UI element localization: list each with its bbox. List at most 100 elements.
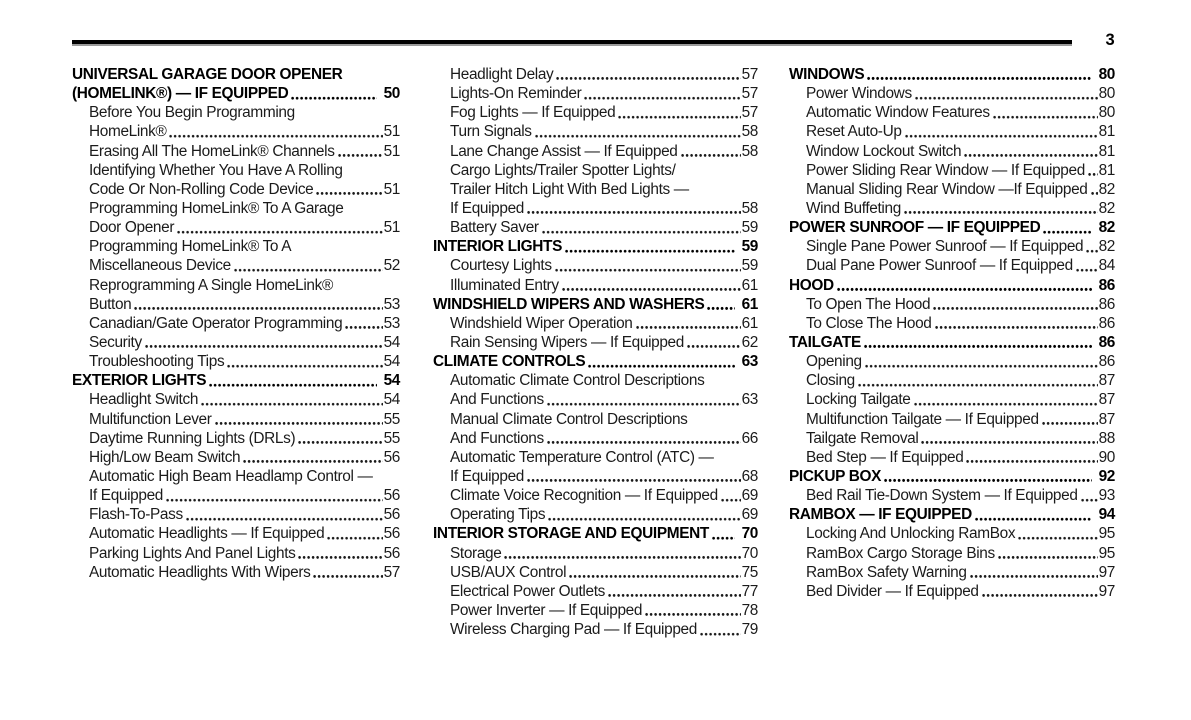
toc-item-row: Automatic Headlights With Wipers 57 (72, 563, 400, 582)
toc-entry-text: Power Inverter — If Equipped (450, 601, 643, 619)
toc-entry-page: 57 (741, 66, 759, 83)
toc-entry-page: 57 (741, 85, 759, 103)
toc-item-row: Before You Begin Programming (72, 103, 400, 122)
toc-item-row: Bed Step — If Equipped 90 (789, 448, 1115, 467)
toc-entry-page: 63 (741, 353, 759, 371)
dot-leader (527, 478, 741, 483)
toc-entry-page: 54 (383, 353, 401, 371)
toc-item-row: Battery Saver 59 (433, 218, 758, 237)
toc-entry-text: HOOD (789, 276, 834, 294)
toc-entry-page: 56 (383, 525, 401, 543)
toc-item-row: Power Sliding Rear Window — If Equipped 8… (789, 161, 1115, 180)
toc-entry-page: 82 (1098, 199, 1116, 217)
toc-section-row: HOOD 86 (789, 276, 1115, 295)
toc-entry-text: To Close The Hood (806, 314, 932, 332)
toc-entry-text: Before You Begin Programming (89, 104, 295, 122)
toc-entry-page: 93 (1098, 487, 1116, 505)
toc-item-row: Miscellaneous Device 52 (72, 256, 400, 275)
dot-leader (699, 631, 741, 637)
dot-leader (584, 95, 741, 101)
toc-entry-page: 69 (741, 506, 759, 524)
toc-entry-text: Programming HomeLink® To A (89, 238, 292, 256)
dot-leader (607, 593, 741, 598)
toc-item-row: Power Windows 80 (789, 84, 1115, 103)
toc-item-row: Bed Rail Tie-Down System — If Equipped 93 (789, 486, 1115, 505)
dot-leader (504, 554, 741, 560)
toc-entry-page: 69 (741, 487, 759, 505)
dot-leader (565, 248, 735, 254)
toc-entry-page: 87 (1098, 372, 1116, 390)
dot-leader (345, 325, 383, 330)
dot-leader (1090, 191, 1098, 196)
dot-leader (903, 210, 1098, 216)
toc-entry-text: POWER SUNROOF — IF EQUIPPED (789, 219, 1041, 237)
toc-entry-page: 55 (383, 429, 401, 447)
toc-entry-page: 80 (1098, 66, 1116, 83)
toc-entry-text: High/Low Beam Switch (89, 448, 241, 466)
dot-leader (969, 574, 1098, 579)
toc-entry-page: 80 (1098, 104, 1116, 122)
toc-entry-page: 86 (1098, 276, 1116, 294)
dot-leader (904, 133, 1098, 139)
toc-item-row: Daytime Running Lights (DRLs) 55 (72, 429, 400, 448)
toc-entry-page: 81 (1098, 142, 1116, 160)
toc-entry-text: Climate Voice Recognition — If Equipped (450, 487, 718, 505)
toc-item-row: Operating Tips 69 (433, 505, 758, 524)
toc-entry-text: Automatic Climate Control Descriptions (450, 372, 705, 390)
toc-item-row: Reset Auto-Up 81 (789, 122, 1115, 141)
toc-entry-text: Security (89, 333, 142, 351)
toc-entry-page: 56 (383, 448, 401, 466)
toc-entry-page: 50 (383, 85, 401, 103)
toc-item-row: Canadian/Gate Operator Programming 53 (72, 314, 400, 333)
toc-item-row: And Functions 63 (433, 390, 758, 409)
toc-entry-page: 68 (741, 467, 759, 485)
page-number: 3 (1105, 31, 1115, 49)
toc-entry-text: Rain Sensing Wipers — If Equipped (450, 333, 684, 351)
toc-entry-text: Flash-To-Pass (89, 506, 183, 524)
toc-column: UNIVERSAL GARAGE DOOR OPENER (HOMELINK®) … (72, 65, 400, 639)
toc-section-row: WINDSHIELD WIPERS AND WASHERS 61 (433, 295, 758, 314)
dot-leader (1087, 172, 1098, 177)
toc-entry-text: RamBox Safety Warning (806, 563, 967, 581)
dot-leader (313, 574, 383, 579)
toc-entry-page: 63 (741, 391, 759, 409)
toc-item-row: Automatic Climate Control Descriptions (433, 371, 758, 390)
dot-leader (1080, 497, 1098, 503)
dot-leader (686, 344, 741, 350)
dot-leader (884, 478, 1092, 483)
toc-entry-page: 61 (741, 295, 759, 313)
toc-item-row: Erasing All The HomeLink® Channels 51 (72, 142, 400, 161)
dot-leader (618, 114, 741, 120)
toc-item-row: Turn Signals 58 (433, 122, 758, 141)
toc-entry-text: RAMBOX — IF EQUIPPED (789, 506, 972, 524)
toc-item-row: RamBox Safety Warning 97 (789, 563, 1115, 582)
toc-item-row: Troubleshooting Tips 54 (72, 352, 400, 371)
toc-entry-page: 88 (1098, 429, 1116, 447)
toc-item-row: Code Or Non-Rolling Code Device 51 (72, 180, 400, 199)
toc-section-row: INTERIOR STORAGE AND EQUIPMENT 70 (433, 524, 758, 543)
dot-leader (291, 95, 377, 101)
toc-entry-text: Daytime Running Lights (DRLs) (89, 429, 296, 447)
toc-item-row: Lane Change Assist — If Equipped 58 (433, 142, 758, 161)
toc-entry-page: 51 (383, 123, 401, 141)
toc-entry-text: CLIMATE CONTROLS (433, 353, 586, 371)
dot-leader (992, 114, 1098, 120)
toc-entry-text: Door Opener (89, 219, 175, 237)
toc-entry-text: And Functions (450, 429, 544, 447)
toc-entry-text: Dual Pane Power Sunroof — If Equipped (806, 257, 1073, 275)
toc-entry-text: Identifying Whether You Have A Rolling (89, 161, 343, 179)
dot-leader (541, 229, 741, 235)
toc-item-row: HomeLink® 51 (72, 122, 400, 141)
dot-leader (556, 76, 741, 82)
toc-entry-text: Battery Saver (450, 219, 539, 237)
toc-item-row: Storage 70 (433, 544, 758, 563)
toc-entry-text: Canadian/Gate Operator Programming (89, 314, 343, 332)
dot-leader (561, 287, 741, 292)
toc-section-row: CLIMATE CONTROLS 63 (433, 352, 758, 371)
toc-item-row: To Close The Hood 86 (789, 314, 1115, 333)
toc-entry-text: Courtesy Lights (450, 257, 552, 275)
toc-entry-text: Automatic High Beam Headlamp Control — (89, 467, 373, 485)
toc-entry-text: Bed Divider — If Equipped (806, 582, 979, 600)
dot-leader (914, 95, 1098, 101)
dot-leader (209, 382, 377, 388)
